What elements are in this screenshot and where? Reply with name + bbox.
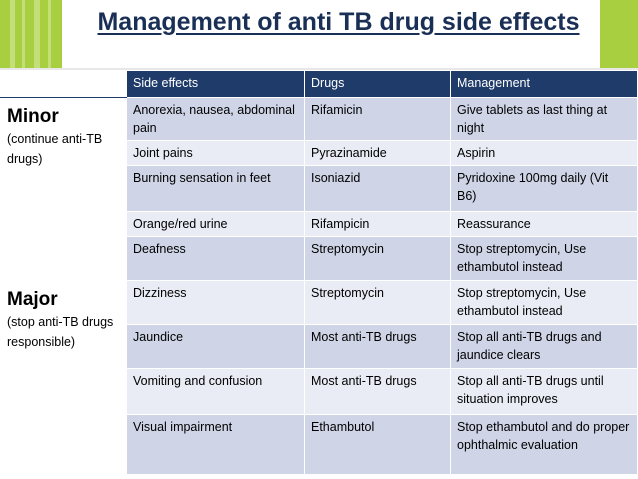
table-cell: Reassurance [450,211,638,237]
table-cell: Streptomycin [304,236,451,281]
table-row: Vomiting and confusion Most anti-TB drug… [1,368,638,415]
category-note: (stop anti-TB drugs responsible) [7,315,114,349]
table-cell: Streptomycin [304,280,451,325]
table-row: Burning sensation in feet Isoniazid Pyri… [1,165,638,212]
category-note: (continue anti-TB drugs) [7,132,103,166]
table-cell: Orange/red urine [126,211,305,237]
table-cell: Stop streptomycin, Use ethambutol instea… [450,280,638,325]
table-cell: Rifampicin [304,211,451,237]
table-cell: Pyridoxine 100mg daily (Vit B6) [450,165,638,212]
table-cell: Ethambutol [304,414,451,475]
table-cell: Stop all anti-TB drugs until situation i… [450,368,638,415]
table-cell: Pyrazinamide [304,140,451,166]
table-cell: Stop all anti-TB drugs and jaundice clea… [450,324,638,369]
column-header: Management [450,70,638,98]
table-cell: Give tablets as last thing at night [450,97,638,141]
category-major: Major (stop anti-TB drugs responsible) [0,280,127,475]
table-cell: Jaundice [126,324,305,369]
decorative-bar-left [0,0,62,68]
table-cell: Visual impairment [126,414,305,475]
table-header-row: Side effects Drugs Management [0,70,638,98]
page-title: Management of anti TB drug side effects [97,8,580,36]
table-cell: Most anti-TB drugs [304,368,451,415]
table-cell: Dizziness [126,280,305,325]
category-label: Major [7,289,58,310]
table-cell: Most anti-TB drugs [304,324,451,369]
table-cell: Aspirin [450,140,638,166]
table-cell: Rifamicin [304,97,451,141]
decorative-bar-right [600,0,638,68]
table-row: Joint pains Pyrazinamide Aspirin [1,140,638,166]
table-row: Jaundice Most anti-TB drugs Stop all ant… [1,324,638,369]
category-label: Minor [7,106,59,127]
column-header: Drugs [304,70,451,98]
table-row: Deafness Streptomycin Stop streptomycin,… [1,236,638,281]
table-row: Orange/red urine Rifampicin Reassurance [1,211,638,237]
table-row: Visual impairment Ethambutol Stop ethamb… [1,414,638,475]
table-row: Minor (continue anti-TB drugs) Anorexia,… [0,97,638,281]
table-cell: Burning sensation in feet [126,165,305,212]
table-row: Major (stop anti-TB drugs responsible) D… [0,280,638,475]
side-effects-table: Side effects Drugs Management Minor (con… [0,70,638,475]
table-cell: Anorexia, nausea, abdominal pain [126,97,305,141]
divider [0,68,638,70]
column-header: Side effects [126,70,305,98]
table-cell: Stop streptomycin, Use ethambutol instea… [450,236,638,281]
table-cell: Joint pains [126,140,305,166]
table-cell: Isoniazid [304,165,451,212]
table-cell: Vomiting and confusion [126,368,305,415]
category-minor: Minor (continue anti-TB drugs) [0,97,127,281]
table-cell: Stop ethambutol and do proper ophthalmic… [450,414,638,475]
table-cell: Deafness [126,236,305,281]
table-corner [0,70,127,98]
